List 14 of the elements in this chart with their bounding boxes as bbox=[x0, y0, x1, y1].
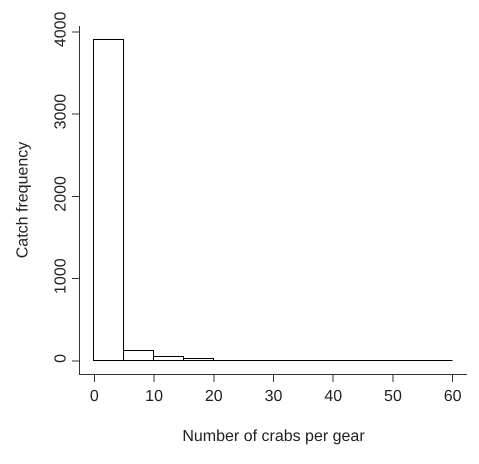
y-tick-label: 0 bbox=[52, 354, 70, 363]
y-tick-label: 1000 bbox=[52, 258, 70, 294]
y-tick-label: 3000 bbox=[52, 94, 70, 130]
y-tick-label: 2000 bbox=[52, 176, 70, 212]
x-tick-label: 0 bbox=[90, 388, 99, 406]
y-axis-title: Catch frequency bbox=[14, 142, 32, 258]
y-tick-label: 4000 bbox=[52, 11, 70, 48]
x-tick-label: 60 bbox=[444, 388, 462, 406]
x-tick-label: 10 bbox=[145, 388, 164, 406]
x-tick-label: 20 bbox=[204, 388, 223, 406]
x-tick-label: 40 bbox=[324, 388, 342, 406]
x-tick-label: 30 bbox=[264, 388, 282, 406]
x-tick-label: 50 bbox=[384, 388, 402, 406]
x-axis-title: Number of crabs per gear bbox=[182, 428, 366, 445]
